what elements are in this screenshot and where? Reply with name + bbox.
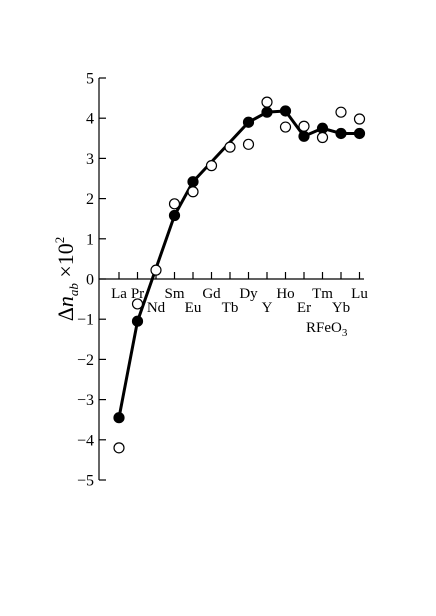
- filled-point: [113, 412, 125, 424]
- open-point: [335, 106, 347, 118]
- x-category-label: Ho: [276, 286, 294, 302]
- filled-point: [168, 209, 181, 222]
- x-category-label: Gd: [202, 286, 221, 302]
- y-tick-label: 4: [86, 111, 94, 128]
- y-tick-label: −4: [77, 432, 94, 449]
- y-ticks: −5 −4 −3 −2 −1 0 1 2 3 4 5: [77, 71, 106, 490]
- open-point: [353, 113, 366, 125]
- x-category-label: La: [111, 286, 127, 302]
- open-point: [224, 141, 236, 153]
- x-category-label: Sm: [164, 286, 184, 302]
- x-category-ticks: [118, 272, 361, 279]
- y-tick-label: 2: [86, 191, 94, 208]
- open-point: [205, 160, 218, 172]
- filled-point: [298, 130, 310, 142]
- filled-point: [261, 106, 273, 118]
- y-tick-label: −1: [77, 312, 94, 329]
- y-tick-label: 0: [86, 272, 94, 289]
- filled-point: [335, 127, 347, 140]
- open-point: [113, 442, 125, 454]
- y-tick-label: −5: [77, 473, 94, 490]
- open-point: [131, 298, 144, 310]
- open-point: [242, 138, 255, 150]
- filled-point: [242, 116, 255, 128]
- y-tick-label: 5: [86, 71, 94, 88]
- x-category-label: Pr: [131, 286, 144, 302]
- x-category-label: Dy: [239, 286, 258, 302]
- x-category-label: Er: [297, 300, 311, 316]
- data-points: [113, 96, 366, 454]
- filled-point: [279, 105, 292, 117]
- x-category-label: Eu: [185, 300, 202, 316]
- series-line: [117, 109, 360, 418]
- x-category-label: Tb: [222, 300, 239, 316]
- filled-point: [131, 315, 144, 327]
- series-lines: [117, 109, 360, 418]
- open-point: [316, 131, 329, 144]
- x-category-label: Nd: [147, 300, 166, 316]
- y-tick-label: 1: [86, 231, 94, 248]
- y-tick-label: −3: [77, 392, 94, 409]
- open-point: [298, 120, 310, 132]
- x-category-label: Yb: [332, 300, 350, 316]
- x-category-label: Y: [262, 300, 273, 316]
- y-tick-label: −2: [77, 352, 94, 369]
- filled-point: [316, 122, 329, 134]
- open-point: [168, 198, 181, 210]
- x-axis-title: RFeO3: [306, 320, 348, 339]
- open-point: [187, 186, 199, 198]
- filled-point: [187, 176, 199, 188]
- x-category-label: Lu: [351, 286, 368, 302]
- filled-point: [353, 127, 366, 140]
- y-axis-title: Δnab ×102: [52, 237, 81, 322]
- open-point: [279, 121, 292, 133]
- x-category-label: Tm: [312, 286, 333, 302]
- open-point: [150, 264, 162, 276]
- y-tick-label: 3: [86, 151, 94, 168]
- open-point: [261, 96, 273, 108]
